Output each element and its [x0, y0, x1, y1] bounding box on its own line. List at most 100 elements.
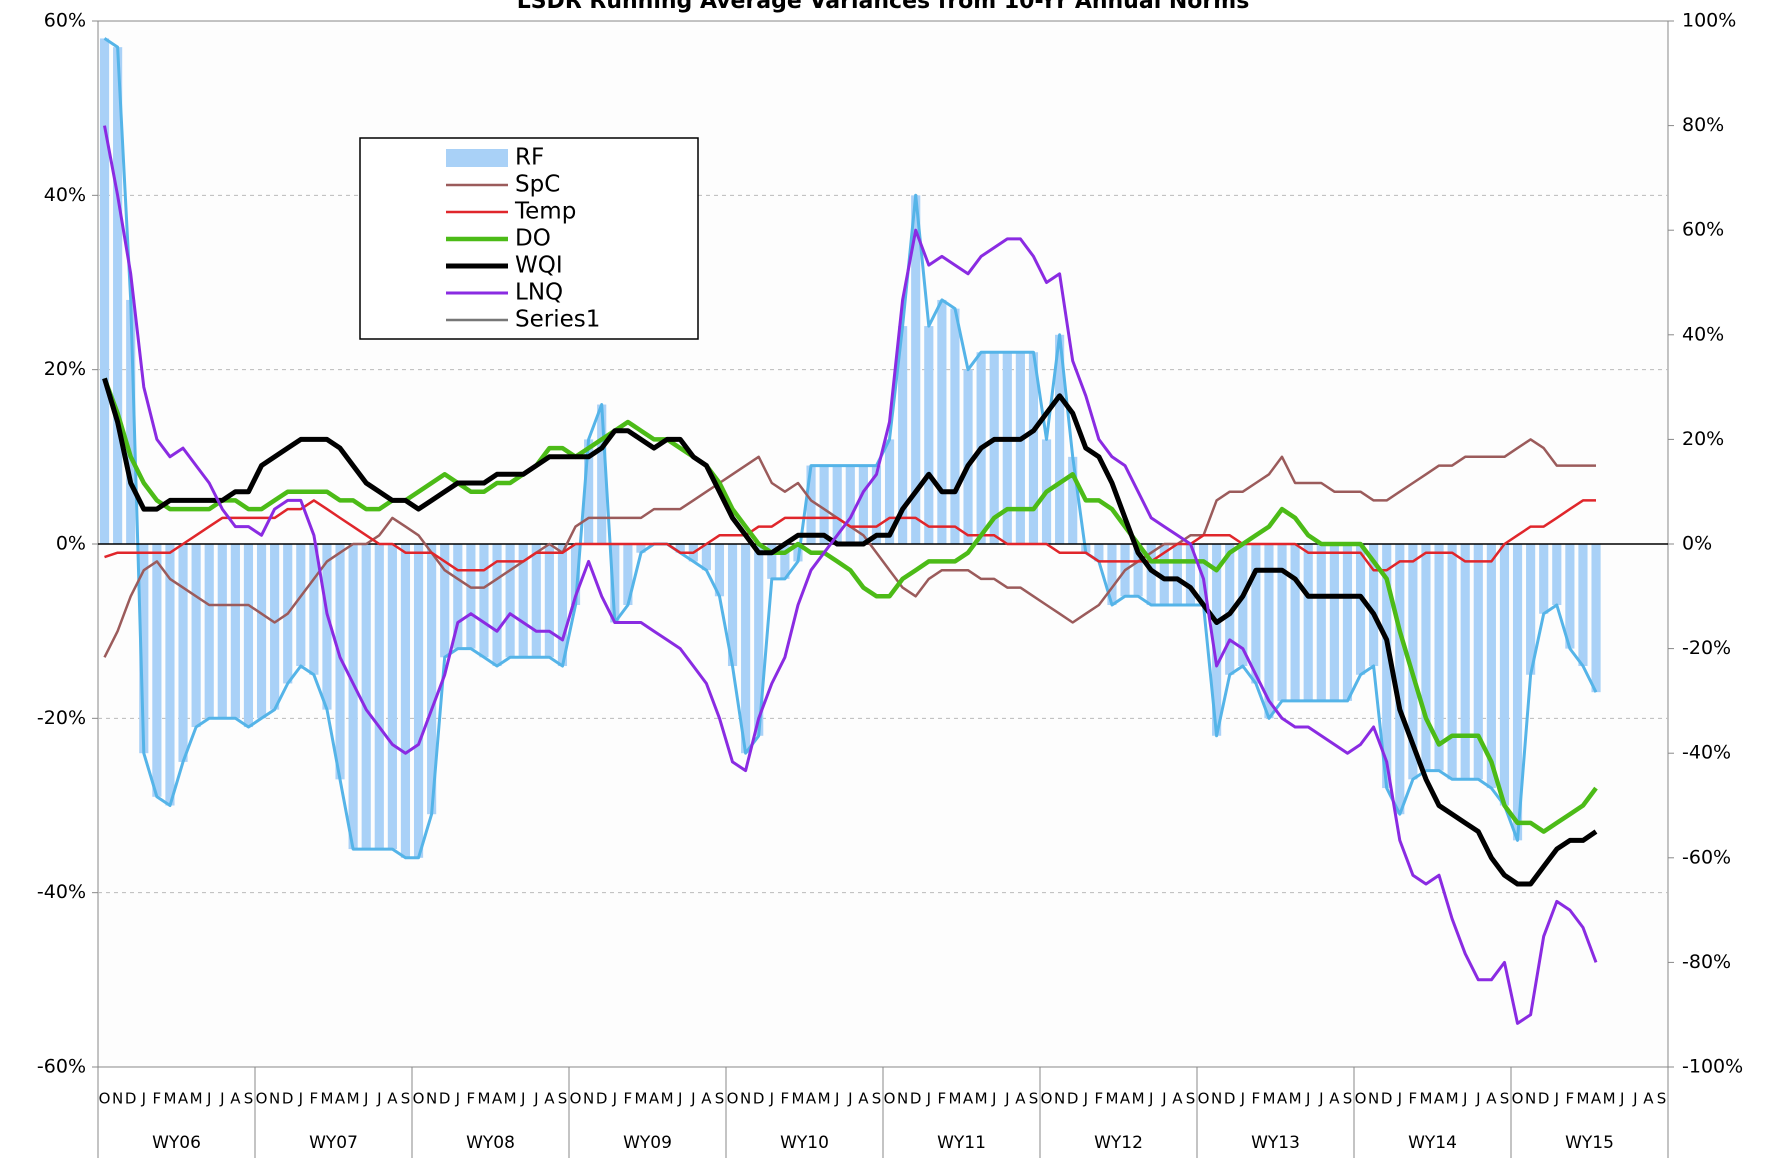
bar [1539, 544, 1549, 614]
x-tick-label: A [1120, 1090, 1131, 1108]
bar [1094, 544, 1104, 562]
x-tick-label: N [897, 1090, 908, 1108]
x-tick-label: S [558, 1090, 568, 1108]
x-tick-label: O [570, 1090, 582, 1108]
x-tick-label: O [99, 1090, 111, 1108]
x-tick-label: A [1434, 1090, 1445, 1108]
x-tick-label: J [376, 1090, 381, 1108]
x-tick-label: A [387, 1090, 398, 1108]
x-tick-label: M [347, 1090, 360, 1108]
x-tick-label: N [1211, 1090, 1222, 1108]
x-tick-label: D [596, 1090, 608, 1108]
x-tick-label: M [818, 1090, 831, 1108]
x-tick-label: S [1500, 1090, 1510, 1108]
y2-tick-label: -20% [1682, 637, 1731, 659]
x-tick-label: O [884, 1090, 896, 1108]
y2-tick-label: 60% [1682, 219, 1724, 241]
x-tick-label: M [1289, 1090, 1302, 1108]
x-tick-label: N [269, 1090, 280, 1108]
x-tick-label: D [1224, 1090, 1236, 1108]
bar [1159, 544, 1169, 606]
bar [570, 544, 581, 606]
x-tick-label: D [125, 1090, 137, 1108]
y-tick-label: 40% [44, 184, 86, 206]
legend-box [359, 137, 699, 340]
bar [1486, 544, 1496, 789]
y-tick-label: -40% [37, 881, 86, 903]
bar [950, 308, 960, 544]
x-tick-label: A [492, 1090, 503, 1108]
x-tick-label: M [504, 1090, 517, 1108]
bar [1055, 334, 1065, 544]
group-label: WY08 [466, 1133, 515, 1153]
bar [557, 544, 568, 667]
x-tick-label: J [1619, 1090, 1624, 1108]
bar [178, 544, 188, 762]
bar [1591, 544, 1601, 693]
bar [911, 195, 921, 545]
x-tick-label: A [701, 1090, 712, 1108]
y-tick-label: -60% [37, 1056, 86, 1078]
bar [884, 439, 895, 544]
bar [1355, 544, 1366, 675]
bar [1499, 544, 1510, 806]
x-tick-label: D [282, 1090, 294, 1108]
legend-label: Series1 [515, 307, 600, 333]
bar [858, 465, 868, 544]
series-line [102, 377, 1598, 834]
x-tick-label: A [1643, 1090, 1654, 1108]
x-tick-label: M [1132, 1090, 1145, 1108]
x-tick-label: N [426, 1090, 437, 1108]
bar [989, 352, 999, 544]
bar [1264, 544, 1274, 719]
x-tick-label: D [753, 1090, 765, 1108]
y2-tick-label: 0% [1682, 533, 1712, 555]
group-label: WY15 [1565, 1133, 1614, 1153]
bar [963, 369, 973, 544]
bar [819, 465, 829, 544]
bar [191, 544, 201, 728]
bar [348, 544, 358, 850]
series-line [103, 37, 1598, 860]
x-tick-label: D [1538, 1090, 1550, 1108]
x-tick-label: O [1198, 1090, 1210, 1108]
bar [531, 544, 541, 658]
bar [361, 544, 371, 850]
series-line [104, 499, 1596, 572]
bar [1068, 456, 1078, 544]
bar [427, 544, 437, 815]
x-tick-label: J [141, 1090, 146, 1108]
group-label: WY13 [1251, 1133, 1300, 1153]
y2-tick-label: -60% [1682, 846, 1731, 868]
y2-tick-label: -80% [1682, 951, 1731, 973]
x-tick-label: D [1381, 1090, 1393, 1108]
bar [937, 299, 947, 544]
bar [845, 465, 855, 544]
x-tick-label: A [649, 1090, 660, 1108]
x-tick-label: S [401, 1090, 411, 1108]
x-tick-label: J [1305, 1090, 1310, 1108]
bar [139, 544, 149, 754]
x-tick-label: M [163, 1090, 176, 1108]
group-label: WY10 [780, 1133, 829, 1153]
x-tick-label: S [1029, 1090, 1039, 1108]
x-tick-label: F [467, 1090, 476, 1108]
x-tick-label: O [1355, 1090, 1367, 1108]
bar [1408, 544, 1418, 780]
x-tick-label: O [1512, 1090, 1524, 1108]
bar [152, 544, 162, 797]
bar [1198, 544, 1209, 606]
bar [1565, 544, 1575, 649]
bar [754, 544, 764, 736]
x-tick-label: F [938, 1090, 947, 1108]
y2-tick-label: -40% [1682, 742, 1731, 764]
bar [479, 544, 489, 658]
bar [1382, 544, 1392, 789]
x-tick-label: J [219, 1090, 224, 1108]
group-label: WY12 [1094, 1133, 1143, 1153]
x-tick-label: J [991, 1090, 996, 1108]
x-tick-label: M [320, 1090, 333, 1108]
y2-tick-label: 20% [1682, 428, 1724, 450]
